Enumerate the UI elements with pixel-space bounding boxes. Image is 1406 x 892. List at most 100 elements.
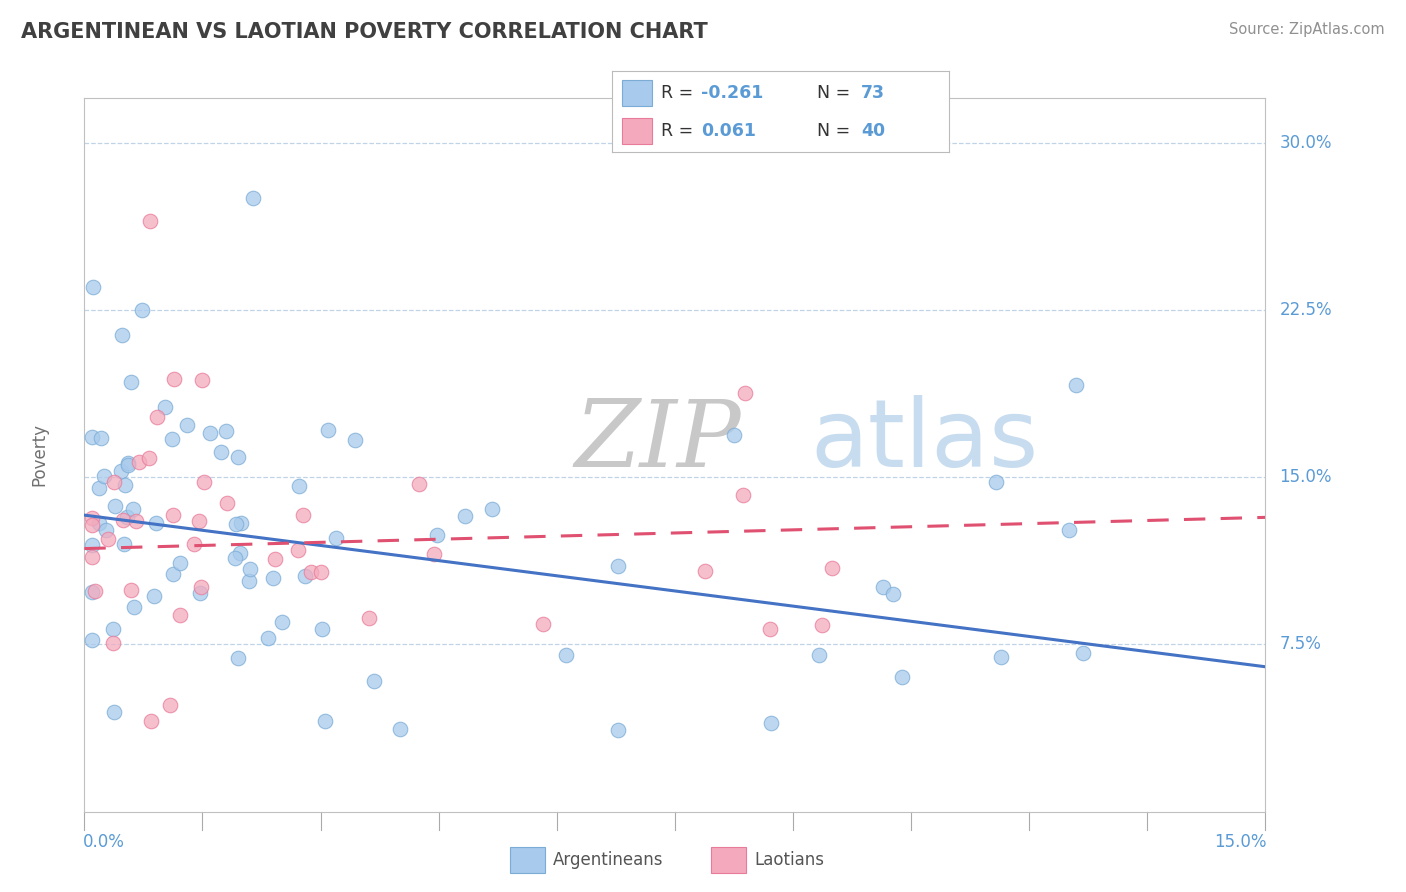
Point (82, 429, 104, 443)
Point (103, 705, 125, 719)
Point (117, 456, 139, 470)
Point (138, 450, 160, 465)
Point (193, 475, 215, 489)
Point (115, 509, 138, 524)
Point (984, 475, 1007, 489)
Text: 0.0%: 0.0% (83, 833, 125, 851)
Point (82, 511, 104, 525)
Bar (711, 847, 747, 872)
Point (163, 372, 186, 386)
Point (294, 568, 316, 582)
Point (183, 537, 205, 551)
Point (187, 514, 209, 528)
Point (93, 469, 115, 483)
Text: 15.0%: 15.0% (1279, 468, 1331, 486)
Point (263, 552, 285, 566)
Text: Laotians: Laotians (754, 851, 824, 869)
Point (82, 585, 104, 599)
Point (990, 650, 1012, 665)
Point (759, 622, 782, 636)
Point (146, 409, 169, 424)
Point (188, 586, 211, 600)
Point (145, 516, 167, 530)
Bar (510, 847, 546, 872)
Point (82, 633, 104, 648)
Point (84, 583, 107, 598)
Point (256, 632, 278, 646)
Point (103, 499, 125, 513)
Point (734, 386, 756, 401)
Point (242, 192, 264, 206)
Point (287, 478, 309, 492)
Point (82, 538, 104, 552)
Point (423, 548, 446, 562)
Point (120, 375, 142, 389)
Point (200, 425, 222, 440)
Point (299, 566, 322, 580)
Point (112, 537, 135, 551)
Text: R =: R = (661, 122, 699, 140)
Point (90, 430, 112, 444)
Point (125, 514, 148, 528)
Bar (621, 80, 652, 106)
Point (343, 434, 366, 448)
Point (110, 464, 132, 478)
Point (215, 496, 238, 510)
Point (287, 543, 309, 558)
Point (94, 523, 117, 537)
Point (695, 564, 717, 578)
Point (139, 714, 162, 729)
Point (810, 618, 832, 632)
Point (215, 424, 238, 438)
Point (239, 562, 262, 576)
Point (143, 590, 166, 604)
Point (891, 670, 914, 684)
Point (131, 303, 153, 318)
Point (291, 508, 314, 523)
Point (103, 475, 125, 489)
Point (162, 567, 184, 582)
Point (101, 635, 124, 649)
Point (112, 513, 135, 527)
Point (733, 488, 755, 502)
Point (481, 502, 503, 516)
Point (389, 723, 412, 737)
Point (309, 565, 332, 579)
Point (82, 518, 104, 533)
Point (723, 428, 745, 442)
Point (454, 508, 477, 523)
Point (882, 587, 904, 601)
Point (314, 714, 336, 728)
Point (311, 622, 333, 636)
Point (87, 481, 110, 495)
Text: 22.5%: 22.5% (1279, 301, 1333, 319)
Point (231, 516, 253, 530)
Point (160, 432, 183, 446)
Point (1057, 523, 1080, 537)
Text: 7.5%: 7.5% (1279, 635, 1322, 654)
Point (238, 574, 260, 588)
Point (162, 508, 184, 523)
Point (225, 516, 247, 531)
Point (531, 616, 554, 631)
Text: Argentineans: Argentineans (553, 851, 664, 869)
Point (357, 611, 380, 625)
Point (114, 478, 136, 492)
Point (111, 327, 134, 342)
Point (155, 400, 177, 414)
Point (139, 213, 162, 227)
Text: ARGENTINEAN VS LAOTIAN POVERTY CORRELATION CHART: ARGENTINEAN VS LAOTIAN POVERTY CORRELATI… (21, 22, 707, 42)
Text: Source: ZipAtlas.com: Source: ZipAtlas.com (1229, 22, 1385, 37)
Point (325, 531, 347, 545)
Point (191, 372, 214, 386)
Point (169, 608, 191, 623)
Point (89, 516, 111, 530)
Point (226, 450, 249, 464)
Point (1071, 647, 1094, 661)
Text: 73: 73 (862, 84, 886, 102)
Bar (621, 118, 652, 144)
Point (117, 458, 139, 473)
Point (159, 698, 181, 713)
Point (607, 723, 630, 737)
Point (101, 622, 124, 636)
